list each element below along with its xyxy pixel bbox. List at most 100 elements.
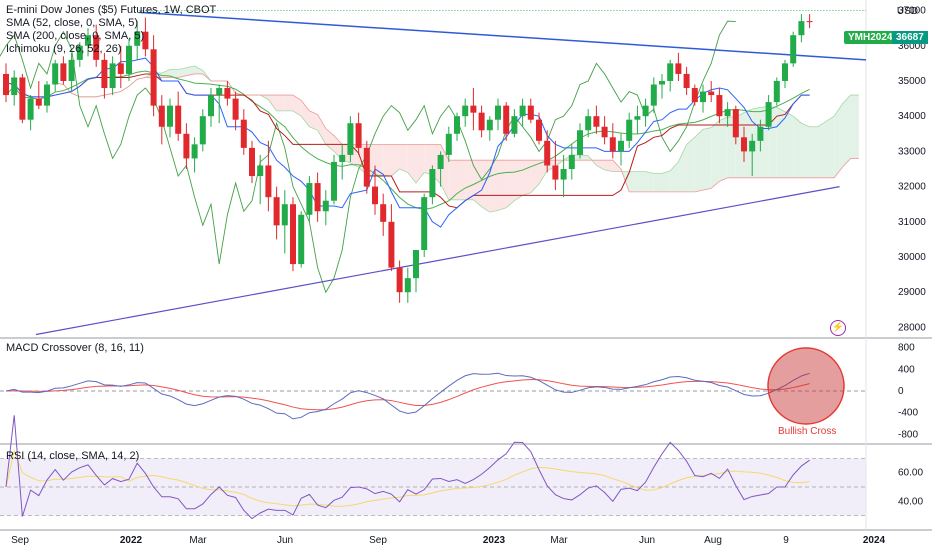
lightning-icon[interactable]: ⚡ [830,320,846,336]
ichimoku-cloud-segment [170,69,179,78]
candle-body [519,105,526,117]
candle-body [347,123,354,155]
time-axis-label: Mar [189,535,207,546]
candle-body [757,126,764,141]
candle-body [536,119,542,141]
ichimoku-cloud-segment [776,107,785,178]
candle-body [240,119,247,148]
bullish-cross-label: Bullish Cross [778,426,836,437]
candle-body [339,154,346,162]
candle-body [232,98,239,120]
ichimoku-cloud-segment [457,160,466,200]
candle-body [642,105,649,117]
macd-title: MACD Crossover (8, 16, 11) [6,342,144,354]
candle-body [175,105,182,134]
ichimoku-cloud-segment [448,160,457,200]
candle-body [618,140,624,152]
candle-body [708,91,715,96]
candle-body [224,88,231,99]
ichimoku-cloud-segment [801,123,810,178]
ichimoku-cloud-segment [522,160,531,196]
ichimoku-cloud-segment [407,144,416,184]
candle-body [741,137,747,152]
ichimoku-cloud-segment [678,144,687,192]
ichimoku-cloud-segment [580,154,589,161]
candle-body [486,119,493,131]
ichimoku-cloud-segment [604,160,613,172]
candle-body [732,109,739,138]
candle-body [281,204,288,226]
ichimoku-cloud-segment [793,116,802,178]
candle-body [257,165,264,177]
candle-body [667,63,674,81]
candle-body [68,59,75,81]
ichimoku-cloud-segment [686,137,695,192]
candle-body [298,214,305,265]
candle-body [806,21,813,23]
candle-body [183,133,190,159]
price-tick-label: 31000 [898,217,926,228]
candle-body [478,112,485,131]
candle-body [552,165,559,180]
price-tick-label: 37000 [898,6,926,17]
currency-label: USD [896,6,918,17]
candle-body [216,88,223,96]
kijun-sen-line [5,73,810,209]
ichimoku-cloud-segment [334,135,343,161]
candle-body [765,102,772,127]
candle-body [117,63,124,74]
candle-body [577,130,583,155]
ichimoku-cloud-segment [645,171,654,192]
candle-body [101,59,108,89]
price-tick-label: 33000 [898,146,926,157]
sma52-legend: SMA (52, close, 0, SMA, 5) [6,17,139,29]
candle-body [683,73,690,89]
rsi-line [5,415,810,520]
candle-body [568,154,575,169]
ichimoku-cloud-segment [744,109,753,178]
candle-body [675,63,682,74]
candle-body [60,63,67,81]
candle-body [380,204,387,222]
ichimoku-cloud-segment [629,171,638,192]
ichimoku-cloud-segment [317,114,326,145]
ichimoku-cloud-segment [817,121,826,178]
price-tick-label: 30000 [898,252,926,263]
candle-body [560,169,567,180]
candle-body [322,200,329,212]
ichimoku-cloud-segment [834,103,843,178]
ichimoku-cloud-segment [785,111,794,178]
candle-body [470,105,477,113]
ichimoku-cloud-segment [309,110,318,131]
candle-body [142,31,149,50]
senkou-span-a-line [55,65,859,213]
candle-body [44,84,50,106]
candle-body [372,186,378,205]
time-axis-label: Sep [11,535,29,546]
ichimoku-cloud-segment [186,66,195,76]
ichimoku-cloud-segment [514,160,523,201]
macd-legend: MACD Crossover (8, 16, 11) [6,342,144,355]
candle-body [511,116,518,134]
candle-body [773,80,780,103]
candle-body [421,197,428,250]
candle-body [462,105,469,117]
ichimoku-cloud-segment [375,144,384,176]
rsi-tick-label: 60.00 [898,468,923,479]
candle-body [199,116,206,145]
ichimoku-cloud-segment [276,95,285,111]
ichimoku-cloud-segment [539,160,548,184]
candle-body [208,95,214,117]
candle-body [249,147,255,177]
candle-body [495,105,501,120]
candle-body [527,105,534,120]
ichimoku-cloud-segment [653,173,662,192]
candle-body [716,95,723,117]
main-legend: E-mini Dow Jones ($5) Futures, 1W, CBOT … [6,4,216,56]
candle-body [191,144,198,159]
candle-body [134,31,141,46]
macd-line [5,372,810,420]
candle-body [609,137,616,152]
rsi-tick-label: 40.00 [898,496,923,507]
